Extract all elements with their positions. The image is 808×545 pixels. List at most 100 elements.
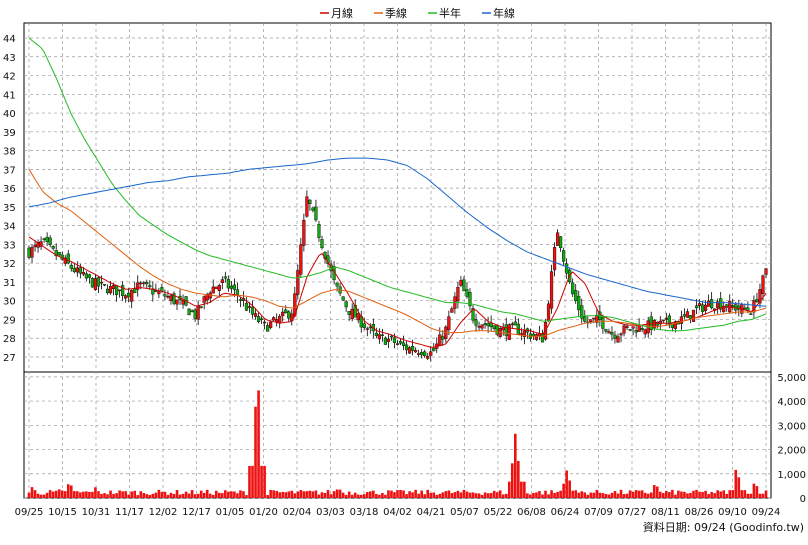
volume-bar [474, 493, 478, 498]
volume-bar [356, 494, 360, 498]
volume-bar [317, 494, 321, 498]
candle-body [84, 273, 88, 279]
volume-bar [184, 491, 188, 498]
candle-body [707, 300, 711, 307]
candle-body [341, 296, 345, 301]
volume-bar [27, 492, 31, 498]
candle-body [761, 275, 765, 294]
volume-bar [205, 489, 209, 498]
volume-bar [269, 489, 272, 498]
candle-body [758, 289, 762, 304]
volume-bar [423, 494, 426, 498]
candle-body [133, 288, 137, 294]
volume-bar [172, 493, 176, 498]
volume-bars [27, 390, 768, 498]
volume-bar [637, 490, 641, 498]
ma-month-line [28, 236, 767, 348]
volume-bar [97, 491, 100, 498]
volume-bar [728, 490, 732, 498]
data-source-label: 資料日期: 09/24 (Goodinfo.tw) [643, 520, 804, 534]
volume-bar [187, 493, 191, 498]
volume-bar [344, 494, 348, 498]
volume-bar [604, 493, 608, 498]
candle-body [417, 353, 421, 355]
candle-body [510, 323, 514, 326]
volume-bar [734, 469, 738, 498]
volume-bar [242, 491, 245, 498]
volume-bar [701, 491, 704, 498]
candle-body [531, 333, 536, 337]
volume-bar [649, 492, 653, 498]
volume-bar [266, 495, 269, 498]
price-tick-label: 38 [3, 147, 16, 158]
candle-body [555, 232, 560, 246]
candle-body [317, 224, 321, 238]
candle-body [211, 286, 215, 294]
volume-bar [716, 490, 719, 498]
candle-body [30, 247, 34, 258]
volume-bar [426, 489, 430, 498]
volume-bar [314, 490, 318, 498]
date-tick-label: 06/24 [551, 507, 580, 518]
candle-body [673, 321, 677, 329]
date-tick-label: 01/05 [216, 507, 245, 518]
volume-bar [749, 493, 753, 498]
candle-body [157, 291, 161, 295]
candle-body [320, 239, 324, 249]
candle-body [127, 292, 131, 298]
candle-body [737, 305, 741, 310]
candle-body [495, 325, 499, 335]
price-tick-label: 32 [3, 259, 16, 270]
volume-bar [154, 492, 158, 498]
candle-body [145, 282, 149, 285]
volume-bar [163, 491, 167, 498]
candle-body [426, 356, 430, 359]
price-axis-labels: 27 28 29 30 31 32 33 34 35 36 37 38 39 40 41 42 43 44 [3, 34, 16, 364]
volume-bar [281, 491, 285, 498]
volume-bar [562, 483, 565, 498]
candle-body [205, 293, 209, 301]
volume-bar [51, 491, 55, 498]
volume-bar [486, 493, 490, 498]
candle-body [365, 328, 369, 330]
volume-bar [526, 493, 529, 498]
volume-bar [166, 494, 170, 498]
candle-body [504, 324, 508, 336]
candle-body [404, 344, 409, 351]
candle-body [752, 300, 756, 313]
volume-bar [381, 492, 384, 498]
candle-body [634, 330, 638, 333]
volume-bar [444, 491, 448, 498]
volume-bar [580, 491, 584, 498]
candle-body [661, 319, 665, 322]
volume-bar [523, 481, 526, 498]
candle-body [700, 304, 705, 312]
volume-bar [169, 492, 173, 498]
date-tick-label: 07/27 [618, 507, 647, 518]
volume-bar [420, 490, 423, 498]
candle-body [169, 295, 173, 301]
candle-body [565, 263, 569, 274]
volume-bar [245, 495, 248, 498]
volume-tick-label: 3,000 [777, 421, 806, 432]
volume-bar [118, 490, 121, 498]
candle-body [679, 316, 684, 324]
volume-bar [501, 494, 505, 498]
candle-body [607, 331, 611, 334]
volume-bar [60, 490, 64, 498]
price-tick-label: 35 [3, 203, 16, 214]
candle-body [311, 207, 315, 211]
volume-bar [674, 494, 677, 498]
volume-bar [477, 493, 481, 498]
volume-bar [535, 492, 538, 498]
volume-bar [112, 493, 115, 498]
candle-body [27, 247, 31, 258]
candle-body [589, 319, 593, 322]
candle-body [148, 285, 152, 288]
volume-axis-labels: 0 1,000 2,000 3,000 4,000 5,000 [777, 373, 806, 505]
candle-body [562, 250, 566, 262]
volume-bar [622, 494, 626, 498]
date-tick-label: 08/11 [651, 507, 680, 518]
volume-bar [668, 492, 671, 498]
volume-bar [402, 490, 405, 498]
